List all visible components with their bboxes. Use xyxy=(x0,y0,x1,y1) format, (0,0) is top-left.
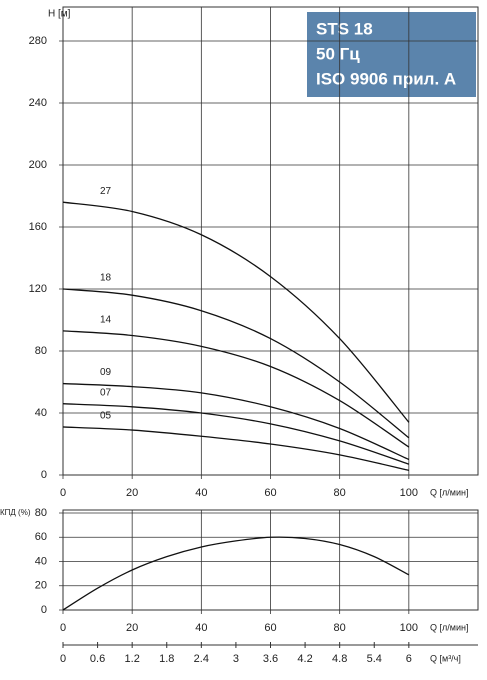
series-label: 07 xyxy=(100,387,112,398)
y-tick-label: 160 xyxy=(29,221,47,233)
series-label: 05 xyxy=(100,411,112,422)
x2-tick-label: 3 xyxy=(233,653,239,665)
x-tick-label: 0 xyxy=(60,622,66,634)
y-tick-label: 240 xyxy=(29,97,47,109)
series-label: 18 xyxy=(100,273,112,284)
x2-tick-label: 3.6 xyxy=(263,653,278,665)
x-tick-label: 80 xyxy=(334,487,346,499)
x2-tick-label: 0.6 xyxy=(90,653,105,665)
y-tick-label: 20 xyxy=(35,580,47,592)
x-tick-label: 60 xyxy=(264,622,276,634)
x-tick-label: 80 xyxy=(334,622,346,634)
x2-axis-label: Q [м³/ч] xyxy=(430,653,461,663)
x2-tick-label: 5.4 xyxy=(367,653,382,665)
x2-tick-label: 4.2 xyxy=(297,653,312,665)
x-tick-label: 100 xyxy=(400,622,418,634)
curve xyxy=(62,536,410,611)
x-tick-label: 40 xyxy=(195,487,207,499)
info-box xyxy=(307,12,476,97)
series-label: 14 xyxy=(100,314,112,325)
curve xyxy=(62,288,410,439)
x-tick-label: 0 xyxy=(60,487,66,499)
x2-tick-label: 1.2 xyxy=(125,653,140,665)
y-tick-label: 80 xyxy=(35,507,47,519)
y-tick-label: 120 xyxy=(29,283,47,295)
x2-tick-label: 6 xyxy=(406,653,412,665)
y-tick-label: 40 xyxy=(35,407,47,419)
x-axis-label: Q [л/мин] xyxy=(430,487,468,497)
series-label: 27 xyxy=(100,186,112,197)
x-tick-label: 60 xyxy=(264,487,276,499)
y-tick-label: 0 xyxy=(41,469,47,481)
x-tick-label: 40 xyxy=(195,622,207,634)
x2-tick-label: 2.4 xyxy=(194,653,209,665)
curve xyxy=(62,403,410,465)
y-tick-label: 0 xyxy=(41,604,47,616)
y-tick-label: 40 xyxy=(35,555,47,567)
y-axis-label: H [м] xyxy=(48,9,71,20)
y-tick-label: 80 xyxy=(35,345,47,357)
annotation: STS 18 xyxy=(316,19,373,38)
y-tick-label: 200 xyxy=(29,159,47,171)
y-tick-label: 280 xyxy=(29,35,47,47)
x2-tick-label: 4.8 xyxy=(332,653,347,665)
x-axis-label: Q [л/мин] xyxy=(430,622,468,632)
x-tick-label: 20 xyxy=(126,622,138,634)
curve xyxy=(62,201,410,423)
x-tick-label: 20 xyxy=(126,487,138,499)
curve xyxy=(62,382,410,461)
series-label: 09 xyxy=(100,367,112,378)
y-axis-label: КПД (%) xyxy=(0,508,31,517)
y-tick-label: 60 xyxy=(35,531,47,543)
curve xyxy=(62,426,409,471)
annotation: ISO 9906 прил. A xyxy=(316,69,456,88)
x2-tick-label: 1.8 xyxy=(159,653,174,665)
x2-tick-label: 0 xyxy=(60,653,66,665)
annotation: 50 Гц xyxy=(316,44,360,63)
x-tick-label: 100 xyxy=(400,487,418,499)
curve xyxy=(62,330,410,448)
